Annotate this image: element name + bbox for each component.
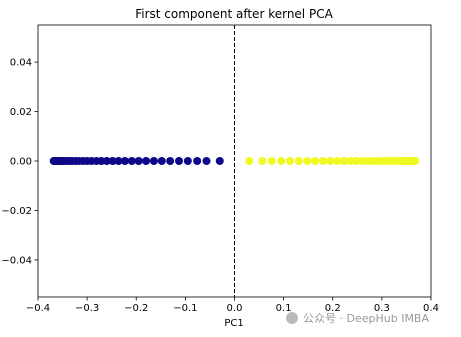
x-tick-label: −0.4 (26, 303, 50, 314)
point (352, 157, 361, 165)
x-axis-label: PC1 (224, 318, 243, 329)
watermark: 公众号 · DeepHub IMBA (303, 312, 429, 325)
point (142, 157, 151, 165)
point (215, 157, 224, 165)
point (346, 157, 355, 165)
watermark-icon (286, 312, 298, 324)
point (174, 157, 183, 165)
x-tick-label: −0.3 (75, 303, 99, 314)
point (127, 157, 136, 165)
point (183, 157, 192, 165)
y-tick-label: −0.02 (1, 206, 32, 217)
point (311, 157, 320, 165)
point (193, 157, 202, 165)
point (303, 157, 312, 165)
x-tick-label: 0.1 (276, 303, 292, 314)
x-tick-label: −0.2 (124, 303, 148, 314)
y-tick-label: −0.04 (1, 255, 32, 266)
point (157, 157, 166, 165)
point (286, 157, 295, 165)
plot-frame (37, 24, 432, 298)
point (267, 157, 276, 165)
point (294, 157, 303, 165)
x-tick-label: 0.4 (423, 303, 439, 314)
x-tick-label: −0.1 (173, 303, 197, 314)
point (114, 157, 123, 165)
x-tick-label: 0.0 (227, 303, 243, 314)
point (411, 157, 420, 165)
y-tick-label: 0.02 (10, 107, 32, 118)
x-tick-label: 0.3 (374, 303, 390, 314)
point (120, 157, 129, 165)
point (134, 157, 143, 165)
point (277, 157, 286, 165)
point (318, 157, 327, 165)
point (340, 157, 349, 165)
point (149, 157, 158, 165)
point (202, 157, 211, 165)
point (326, 157, 335, 165)
y-tick-label: 0.00 (10, 157, 32, 168)
point (108, 157, 117, 165)
chart-title: First component after kernel PCA (135, 7, 333, 21)
point (258, 157, 267, 165)
y-tick-label: 0.04 (10, 58, 32, 69)
point (333, 157, 342, 165)
x-tick-label: 0.2 (325, 303, 341, 314)
point (102, 157, 111, 165)
point (245, 157, 254, 165)
point (166, 157, 175, 165)
